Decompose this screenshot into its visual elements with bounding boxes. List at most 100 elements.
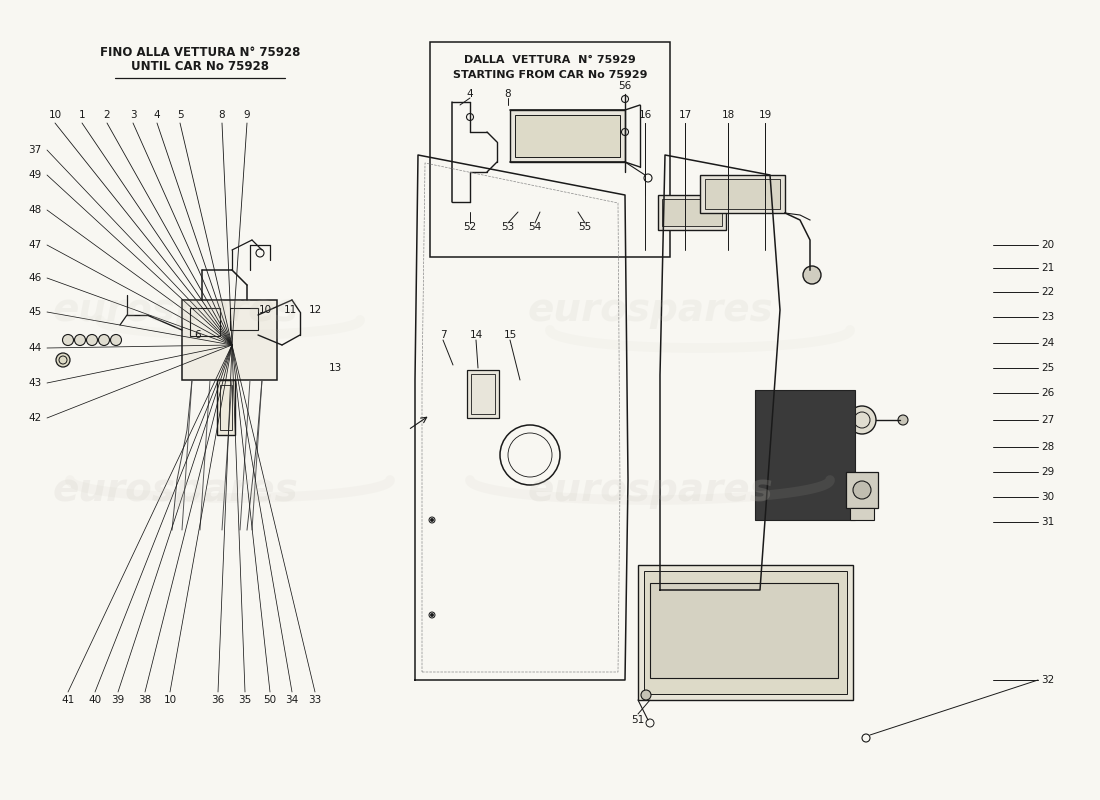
Text: 39: 39: [111, 695, 124, 705]
Text: 8: 8: [505, 89, 512, 99]
Bar: [230, 308, 258, 330]
Text: 14: 14: [470, 330, 483, 340]
Text: eurospares: eurospares: [527, 471, 773, 509]
Text: 51: 51: [631, 715, 645, 725]
Text: 44: 44: [29, 343, 42, 353]
Bar: [430, 42, 670, 257]
Text: 10: 10: [258, 305, 272, 315]
Circle shape: [852, 481, 871, 499]
Circle shape: [641, 690, 651, 700]
Text: 43: 43: [29, 378, 42, 388]
Text: 17: 17: [679, 110, 692, 120]
Text: 2: 2: [103, 110, 110, 120]
Text: 47: 47: [29, 240, 42, 250]
Text: 13: 13: [329, 363, 342, 373]
Text: 55: 55: [579, 222, 592, 232]
Text: 28: 28: [1042, 442, 1055, 452]
Text: 26: 26: [1042, 388, 1055, 398]
Text: 4: 4: [466, 89, 473, 99]
Text: 21: 21: [1042, 263, 1055, 273]
Bar: [850, 508, 875, 520]
Text: 16: 16: [638, 110, 651, 120]
Bar: [644, 571, 847, 694]
Bar: [755, 390, 855, 520]
Circle shape: [87, 334, 98, 346]
Text: 3: 3: [130, 110, 136, 120]
Text: 1: 1: [79, 110, 86, 120]
Text: 34: 34: [285, 695, 298, 705]
Circle shape: [99, 334, 110, 346]
Circle shape: [63, 334, 74, 346]
Circle shape: [429, 517, 434, 523]
Text: 9: 9: [244, 110, 251, 120]
Text: 15: 15: [504, 330, 517, 340]
Text: 6: 6: [195, 330, 201, 340]
Bar: [650, 583, 838, 678]
Text: 8: 8: [219, 110, 225, 120]
Text: 54: 54: [528, 222, 541, 232]
Text: 52: 52: [463, 222, 476, 232]
Text: 5: 5: [177, 110, 184, 120]
Text: 12: 12: [308, 305, 321, 315]
Text: 19: 19: [758, 110, 771, 120]
Text: 35: 35: [239, 695, 252, 705]
Bar: [658, 195, 726, 230]
Text: 40: 40: [88, 695, 101, 705]
Circle shape: [430, 518, 433, 522]
Bar: [220, 385, 232, 430]
Text: 29: 29: [1042, 467, 1055, 477]
Text: 42: 42: [29, 413, 42, 423]
Text: eurospares: eurospares: [52, 291, 298, 329]
Bar: [705, 179, 780, 209]
Text: 46: 46: [29, 273, 42, 283]
Text: 30: 30: [1042, 492, 1055, 502]
Text: STARTING FROM CAR No 75929: STARTING FROM CAR No 75929: [453, 70, 647, 80]
Text: 23: 23: [1042, 312, 1055, 322]
Text: 24: 24: [1042, 338, 1055, 348]
Text: 4: 4: [154, 110, 161, 120]
Text: eurospares: eurospares: [52, 471, 298, 509]
Circle shape: [110, 334, 121, 346]
Text: UNTIL CAR No 75928: UNTIL CAR No 75928: [131, 61, 270, 74]
Text: 20: 20: [1042, 240, 1055, 250]
Text: 45: 45: [29, 307, 42, 317]
Circle shape: [56, 353, 70, 367]
Circle shape: [429, 612, 434, 618]
Text: 36: 36: [211, 695, 224, 705]
Text: 10: 10: [48, 110, 62, 120]
Text: 32: 32: [1042, 675, 1055, 685]
Text: 7: 7: [440, 330, 447, 340]
Text: 38: 38: [139, 695, 152, 705]
Bar: [515, 115, 620, 157]
Text: 11: 11: [284, 305, 297, 315]
Text: 31: 31: [1042, 517, 1055, 527]
Text: 37: 37: [29, 145, 42, 155]
Text: 10: 10: [164, 695, 177, 705]
Bar: [217, 380, 235, 435]
Bar: [471, 374, 495, 414]
Bar: [510, 110, 625, 162]
Text: 25: 25: [1042, 363, 1055, 373]
Bar: [700, 175, 785, 213]
Bar: [182, 300, 277, 380]
Text: 33: 33: [308, 695, 321, 705]
Text: 56: 56: [618, 81, 631, 91]
Text: 53: 53: [502, 222, 515, 232]
Circle shape: [430, 614, 433, 617]
Circle shape: [75, 334, 86, 346]
Text: 22: 22: [1042, 287, 1055, 297]
Circle shape: [803, 266, 821, 284]
Text: DALLA  VETTURA  N° 75929: DALLA VETTURA N° 75929: [464, 55, 636, 65]
Text: eurospares: eurospares: [527, 291, 773, 329]
Text: 50: 50: [263, 695, 276, 705]
Text: 48: 48: [29, 205, 42, 215]
Text: 41: 41: [62, 695, 75, 705]
Bar: [468, 370, 499, 418]
Circle shape: [898, 415, 907, 425]
Text: 18: 18: [722, 110, 735, 120]
Circle shape: [848, 406, 876, 434]
Bar: [662, 199, 722, 226]
Text: 27: 27: [1042, 415, 1055, 425]
Bar: [846, 472, 878, 508]
Bar: [190, 308, 220, 336]
